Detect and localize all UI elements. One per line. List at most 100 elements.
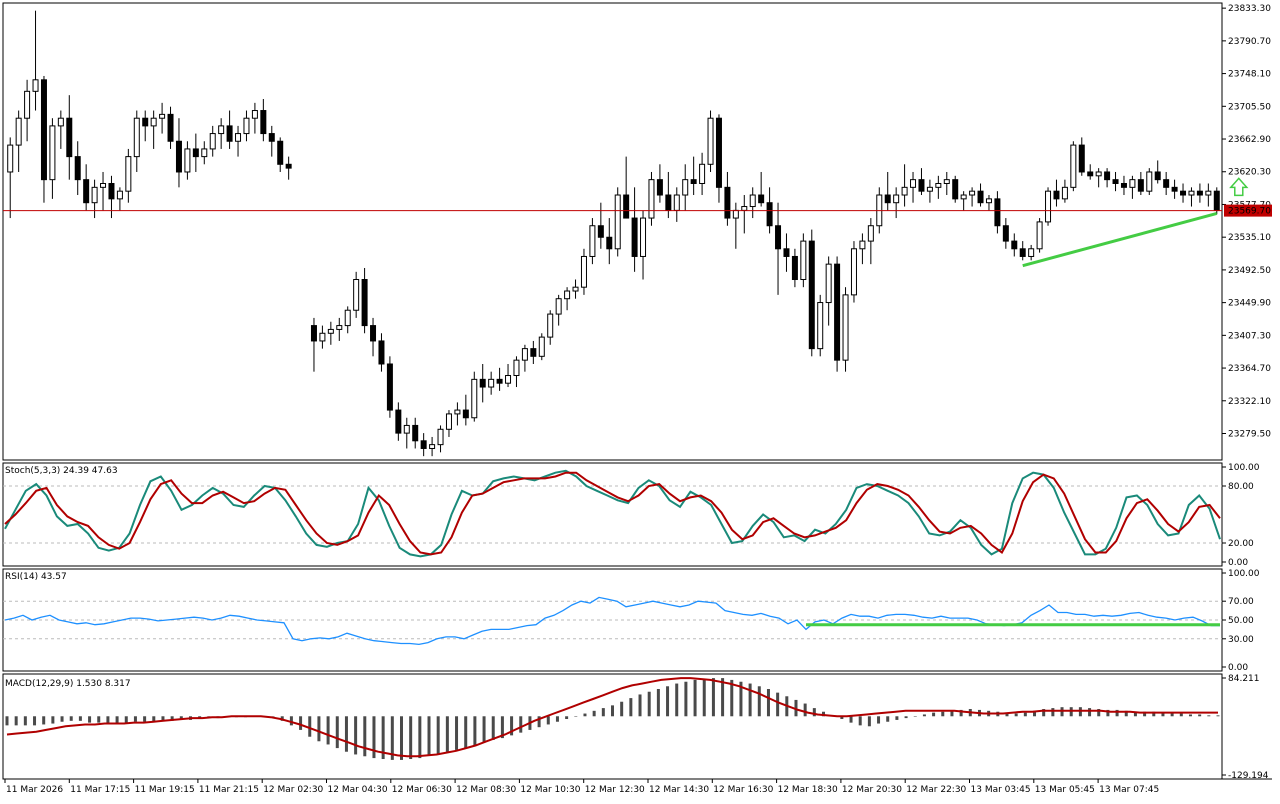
candle[interactable] xyxy=(429,436,436,457)
candle[interactable] xyxy=(403,417,410,449)
candle[interactable] xyxy=(1146,168,1153,196)
candle[interactable] xyxy=(1137,171,1144,196)
candle[interactable] xyxy=(285,156,292,180)
candle[interactable] xyxy=(100,171,107,211)
candle[interactable] xyxy=(1095,168,1102,188)
candle[interactable] xyxy=(353,271,360,318)
candle[interactable] xyxy=(66,95,73,180)
candle[interactable] xyxy=(884,171,891,211)
candle[interactable] xyxy=(994,191,1001,234)
stoch-panel[interactable]: 100.00 80.00 20.00 0.00 Stoch(5,3,3) 24.39 4… xyxy=(3,463,1260,568)
candle[interactable] xyxy=(1002,218,1009,249)
candle[interactable] xyxy=(656,164,663,203)
candle[interactable] xyxy=(901,164,908,207)
candle[interactable] xyxy=(825,256,832,326)
candle[interactable] xyxy=(150,110,157,149)
candle[interactable] xyxy=(243,110,250,142)
candle[interactable] xyxy=(943,171,950,196)
candle[interactable] xyxy=(1078,137,1085,176)
candle[interactable] xyxy=(1188,187,1195,207)
candle[interactable] xyxy=(1053,179,1060,207)
candle[interactable] xyxy=(125,148,132,203)
candle[interactable] xyxy=(715,114,722,203)
candle[interactable] xyxy=(133,110,140,172)
candle[interactable] xyxy=(606,218,613,265)
candle[interactable] xyxy=(614,187,621,257)
candle[interactable] xyxy=(791,248,798,288)
candle[interactable] xyxy=(665,171,672,219)
candle[interactable] xyxy=(800,233,807,288)
candle[interactable] xyxy=(159,102,166,134)
candle[interactable] xyxy=(741,195,748,234)
candle[interactable] xyxy=(1061,179,1068,203)
candle[interactable] xyxy=(116,187,123,211)
candle[interactable] xyxy=(505,363,512,388)
candle[interactable] xyxy=(218,118,225,149)
candle[interactable] xyxy=(631,187,638,272)
up-arrow-icon[interactable] xyxy=(1229,177,1249,197)
candle[interactable] xyxy=(1112,171,1119,192)
candle[interactable] xyxy=(918,168,925,196)
candle[interactable] xyxy=(201,141,208,165)
candle[interactable] xyxy=(758,171,765,207)
candle[interactable] xyxy=(910,171,917,203)
candle[interactable] xyxy=(395,402,402,441)
candle[interactable] xyxy=(808,229,815,357)
candle[interactable] xyxy=(985,195,992,211)
candle[interactable] xyxy=(969,187,976,207)
candle[interactable] xyxy=(15,110,22,172)
candle[interactable] xyxy=(420,433,427,457)
candle[interactable] xyxy=(623,156,630,219)
candle[interactable] xyxy=(749,187,756,219)
price-panel[interactable]: 23833.30 23790.70 23748.10 23705.50 23662.90… xyxy=(3,4,1272,457)
candle[interactable] xyxy=(1163,171,1170,196)
candle[interactable] xyxy=(547,310,554,345)
rsi-panel[interactable]: 100.00 70.00 50.00 30.00 0.00 RSI(14) 43.57 xyxy=(3,569,1260,673)
candle[interactable] xyxy=(1045,187,1052,226)
candle[interactable] xyxy=(361,267,368,334)
candle[interactable] xyxy=(572,279,579,299)
candle[interactable] xyxy=(445,410,452,437)
candle[interactable] xyxy=(40,75,47,203)
candle[interactable] xyxy=(370,317,377,357)
candle[interactable] xyxy=(412,417,419,449)
candle[interactable] xyxy=(926,179,933,203)
candle[interactable] xyxy=(488,371,495,395)
candle[interactable] xyxy=(1196,183,1203,203)
candle[interactable] xyxy=(142,110,149,142)
candle[interactable] xyxy=(1070,141,1077,192)
candle[interactable] xyxy=(7,137,14,219)
candle[interactable] xyxy=(589,218,596,265)
candle[interactable] xyxy=(952,175,959,203)
candle[interactable] xyxy=(209,125,216,157)
candle[interactable] xyxy=(859,233,866,265)
candle[interactable] xyxy=(49,118,56,199)
candle[interactable] xyxy=(1154,160,1161,184)
candle[interactable] xyxy=(74,141,81,196)
candle[interactable] xyxy=(344,306,351,334)
candle[interactable] xyxy=(850,241,857,303)
candle[interactable] xyxy=(867,218,874,265)
candle[interactable] xyxy=(175,118,182,188)
candle[interactable] xyxy=(184,141,191,180)
candle[interactable] xyxy=(783,233,790,272)
candle[interactable] xyxy=(1120,175,1127,196)
candle[interactable] xyxy=(1011,233,1018,257)
candle[interactable] xyxy=(935,175,942,199)
candle[interactable] xyxy=(597,202,604,249)
candle[interactable] xyxy=(724,171,731,226)
candle[interactable] xyxy=(817,294,824,357)
candle[interactable] xyxy=(386,356,393,418)
candle[interactable] xyxy=(260,99,267,142)
candle[interactable] xyxy=(462,394,469,426)
candle[interactable] xyxy=(235,125,242,157)
candle[interactable] xyxy=(437,425,444,453)
candle[interactable] xyxy=(690,156,697,196)
candle[interactable] xyxy=(640,210,647,280)
candle[interactable] xyxy=(192,133,199,172)
candle[interactable] xyxy=(1028,244,1035,261)
candle[interactable] xyxy=(479,363,486,403)
candle[interactable] xyxy=(834,256,841,372)
